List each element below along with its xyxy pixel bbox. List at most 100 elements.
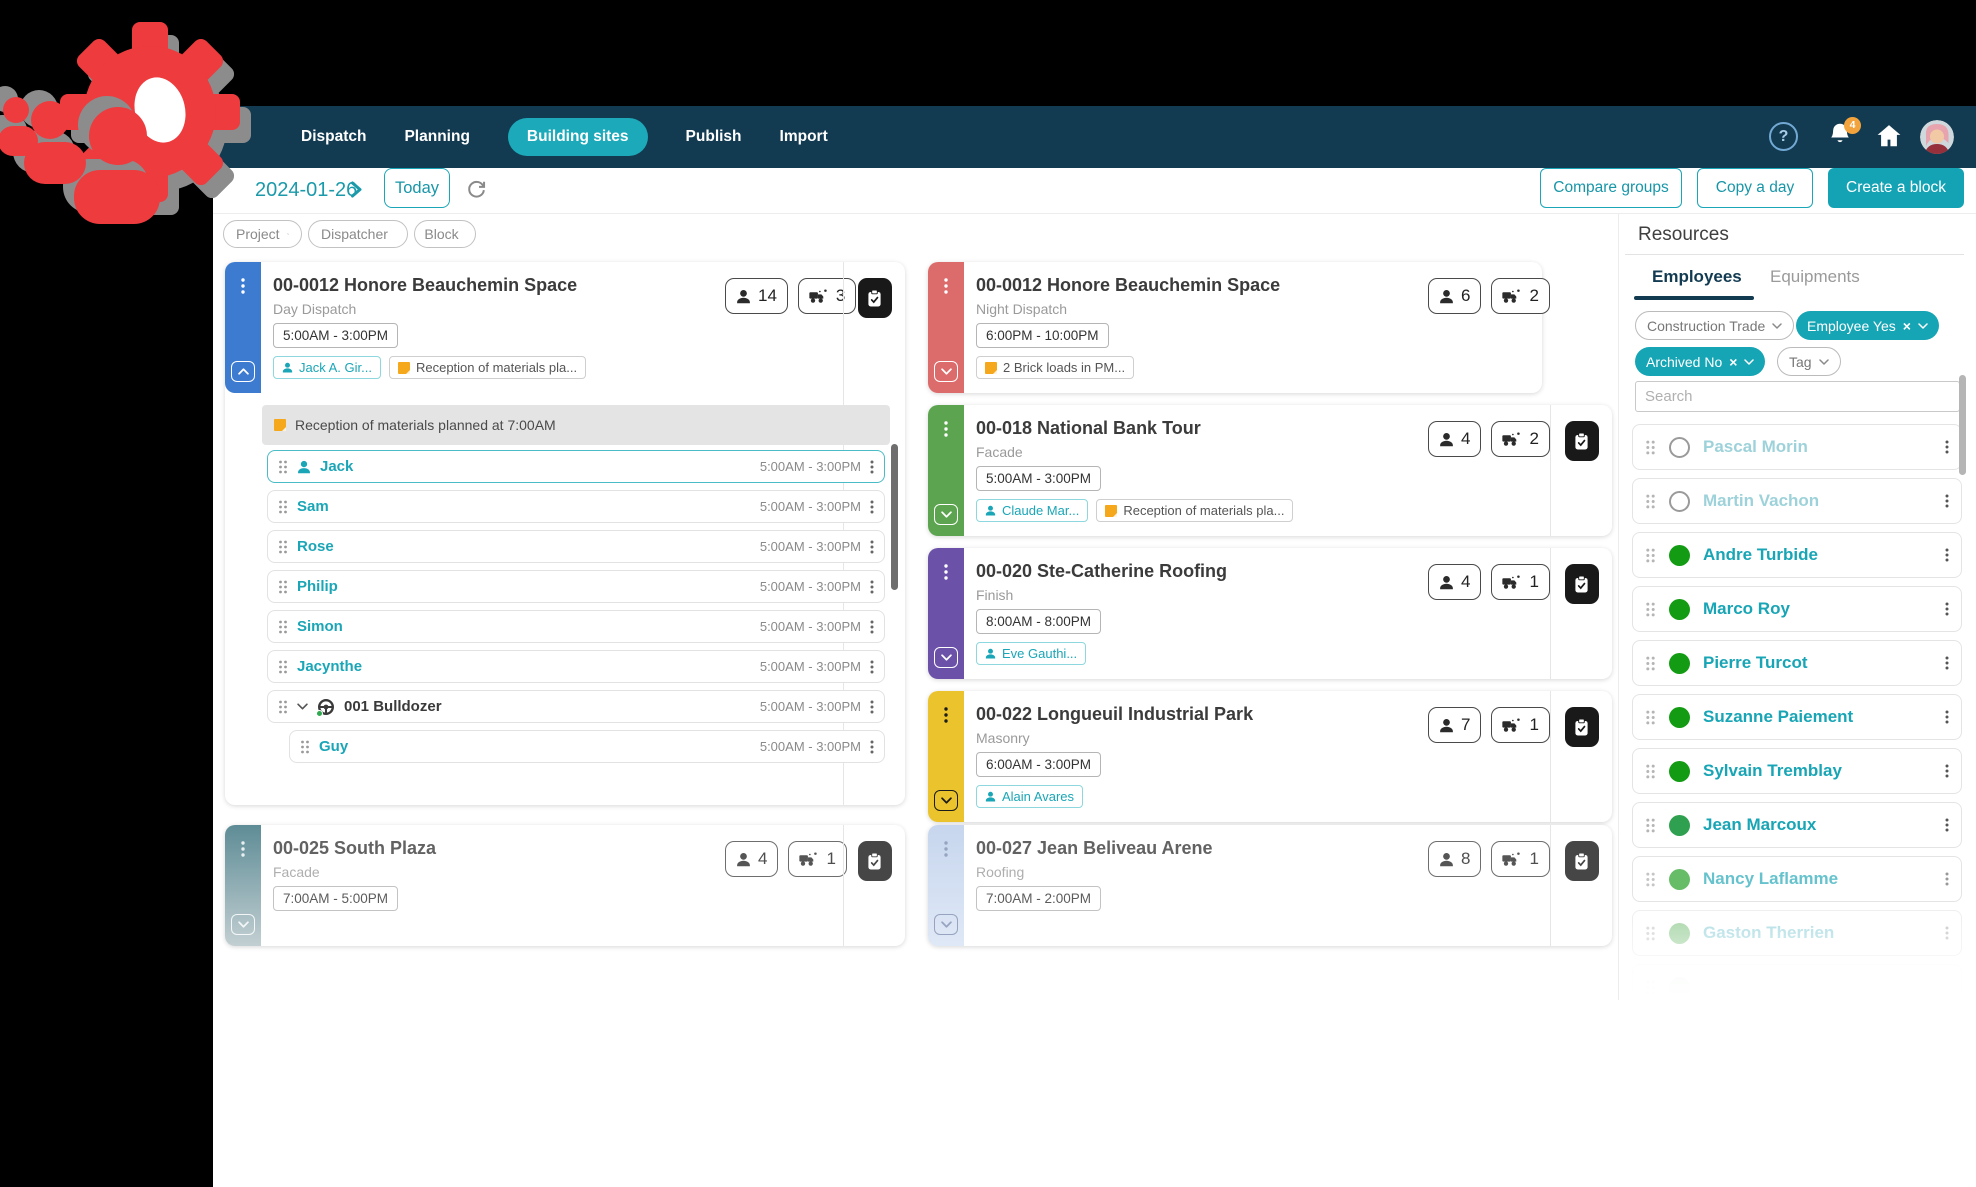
drag-handle-icon[interactable]	[1645, 818, 1656, 833]
kebab-icon[interactable]	[870, 460, 874, 474]
drag-handle-icon[interactable]	[1645, 602, 1656, 617]
kebab-icon[interactable]	[1945, 656, 1949, 670]
drag-handle-icon[interactable]	[278, 500, 288, 514]
drag-handle-icon[interactable]	[1645, 980, 1656, 995]
tab-equipments[interactable]: Equipments	[1770, 267, 1860, 286]
kebab-icon[interactable]	[944, 278, 948, 294]
kebab-icon[interactable]	[241, 841, 245, 857]
notifications-bell[interactable]: 4	[1828, 117, 1861, 152]
dispatch-card-south-plaza[interactable]: 00-025 South Plaza Facade 7:00AM - 5:00P…	[225, 825, 905, 946]
employee-row-partial[interactable]	[1632, 964, 1962, 1010]
kebab-icon[interactable]	[944, 421, 948, 437]
employee-row-martin-vachon[interactable]: Martin Vachon	[1632, 478, 1962, 524]
project-filter-dropdown[interactable]: Project	[223, 220, 302, 248]
home-button[interactable]	[1876, 124, 1902, 148]
assigned-row-guy[interactable]: Guy 5:00AM - 3:00PM	[289, 730, 885, 763]
dispatch-card-jean-beliveau[interactable]: 00-027 Jean Beliveau Arene Roofing 7:00A…	[928, 825, 1612, 946]
kebab-icon[interactable]	[1945, 710, 1949, 724]
assignee-chip[interactable]: Alain Avares	[976, 785, 1084, 808]
search-input[interactable]	[1635, 381, 1960, 412]
clipboard-button[interactable]	[1564, 841, 1599, 881]
drag-handle-icon[interactable]	[1645, 440, 1656, 455]
close-icon[interactable]: ×	[1902, 317, 1911, 334]
drag-handle-icon[interactable]	[1645, 872, 1656, 887]
copy-a-day-button[interactable]: Copy a day	[1697, 168, 1813, 208]
note-chip[interactable]: 2 Brick loads in PM...	[976, 356, 1135, 379]
drag-handle-icon[interactable]	[278, 460, 288, 474]
kebab-icon[interactable]	[1945, 494, 1949, 508]
resources-scrollbar[interactable]	[1959, 375, 1966, 475]
nav-dispatch[interactable]: Dispatch	[301, 128, 367, 145]
note-chip[interactable]: Reception of materials pla...	[388, 356, 587, 379]
kebab-icon[interactable]	[870, 620, 874, 634]
employee-row-jean-marcoux[interactable]: Jean Marcoux	[1632, 802, 1962, 848]
kebab-icon[interactable]	[1945, 872, 1949, 886]
user-avatar[interactable]	[1920, 120, 1954, 154]
kebab-icon[interactable]	[1945, 548, 1949, 562]
employee-row-sylvain-tremblay[interactable]: Sylvain Tremblay	[1632, 748, 1962, 794]
archived-no-filter[interactable]: Archived No ×	[1635, 347, 1766, 376]
clipboard-button[interactable]	[857, 841, 892, 881]
help-icon[interactable]: ?	[1769, 122, 1798, 151]
kebab-icon[interactable]	[944, 564, 948, 580]
assigned-row-sam[interactable]: Sam 5:00AM - 3:00PM	[267, 490, 885, 523]
assignee-chip[interactable]: Jack A. Gir...	[273, 356, 381, 379]
drag-handle-icon[interactable]	[278, 700, 288, 714]
tab-employees[interactable]: Employees	[1652, 267, 1742, 286]
employee-row-pierre-turcot[interactable]: Pierre Turcot	[1632, 640, 1962, 686]
dispatcher-filter-dropdown[interactable]: Dispatcher	[308, 220, 408, 248]
list-scrollbar[interactable]	[891, 444, 898, 590]
drag-handle-icon[interactable]	[1645, 494, 1656, 509]
assignee-chip[interactable]: Claude Mar...	[976, 499, 1089, 522]
kebab-icon[interactable]	[1945, 926, 1949, 940]
kebab-icon[interactable]	[1945, 764, 1949, 778]
clipboard-button[interactable]	[857, 278, 892, 318]
chevron-down-icon[interactable]	[297, 703, 308, 710]
assigned-row-simon[interactable]: Simon 5:00AM - 3:00PM	[267, 610, 885, 643]
kebab-icon[interactable]	[944, 841, 948, 857]
kebab-icon[interactable]	[870, 500, 874, 514]
drag-handle-icon[interactable]	[278, 540, 288, 554]
today-button[interactable]: Today	[384, 168, 450, 208]
nav-import[interactable]: Import	[779, 128, 828, 145]
kebab-icon[interactable]	[870, 700, 874, 714]
kebab-icon[interactable]	[241, 278, 245, 294]
drag-handle-icon[interactable]	[278, 580, 288, 594]
drag-handle-icon[interactable]	[278, 660, 288, 674]
refresh-button[interactable]	[466, 178, 487, 199]
block-filter-dropdown[interactable]: Block	[414, 220, 476, 248]
kebab-icon[interactable]	[870, 540, 874, 554]
kebab-icon[interactable]	[870, 740, 874, 754]
employee-row-suzanne-paiement[interactable]: Suzanne Paiement	[1632, 694, 1962, 740]
employee-row-marco-roy[interactable]: Marco Roy	[1632, 586, 1962, 632]
expand-button[interactable]	[231, 914, 255, 935]
assigned-row-rose[interactable]: Rose 5:00AM - 3:00PM	[267, 530, 885, 563]
drag-handle-icon[interactable]	[1645, 656, 1656, 671]
next-day-button[interactable]	[350, 181, 363, 198]
drag-handle-icon[interactable]	[300, 740, 310, 754]
construction-trade-filter[interactable]: Construction Trade	[1635, 311, 1795, 340]
employee-yes-filter[interactable]: Employee Yes ×	[1796, 311, 1939, 340]
employee-row-nancy-laflamme[interactable]: Nancy Laflamme	[1632, 856, 1962, 902]
drag-handle-icon[interactable]	[1645, 926, 1656, 941]
expand-button[interactable]	[934, 504, 958, 525]
drag-handle-icon[interactable]	[1645, 548, 1656, 563]
assigned-row-jack[interactable]: Jack 5:00AM - 3:00PM	[267, 450, 885, 483]
assignee-chip[interactable]: Eve Gauthi...	[976, 642, 1087, 665]
kebab-icon[interactable]	[870, 580, 874, 594]
employee-row-gaston-therrien[interactable]: Gaston Therrien	[1632, 910, 1962, 956]
expand-button[interactable]	[934, 790, 958, 811]
nav-building-sites[interactable]: Building sites	[507, 118, 648, 156]
clipboard-button[interactable]	[1564, 707, 1599, 747]
dispatch-card-honore-night[interactable]: 00-0012 Honore Beauchemin Space Night Di…	[928, 262, 1550, 393]
dispatch-card-longueuil[interactable]: 00-022 Longueuil Industrial Park Masonry…	[928, 691, 1612, 822]
clipboard-button[interactable]	[1564, 564, 1599, 604]
kebab-icon[interactable]	[1945, 440, 1949, 454]
nav-publish[interactable]: Publish	[685, 128, 742, 145]
compare-groups-button[interactable]: Compare groups	[1540, 168, 1682, 208]
assigned-row-philip[interactable]: Philip 5:00AM - 3:00PM	[267, 570, 885, 603]
close-icon[interactable]: ×	[1729, 353, 1738, 370]
kebab-icon[interactable]	[1945, 818, 1949, 832]
assigned-row-bulldozer[interactable]: 001 Bulldozer 5:00AM - 3:00PM	[267, 690, 885, 723]
employee-row-andre-turbide[interactable]: Andre Turbide	[1632, 532, 1962, 578]
